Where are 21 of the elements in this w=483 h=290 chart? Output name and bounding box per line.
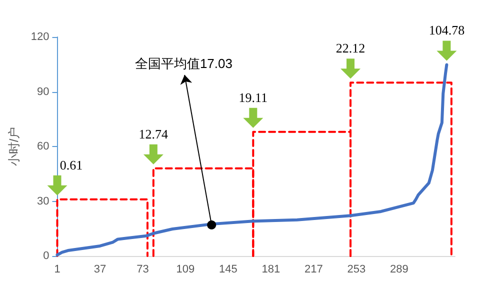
- y-tick-label: 90: [37, 86, 50, 98]
- x-tick-label: 145: [219, 264, 238, 276]
- x-tick-label: 181: [262, 264, 280, 276]
- x-tick-label: 217: [304, 264, 323, 276]
- y-tick-label: 60: [37, 140, 50, 152]
- annotation: 0.61: [60, 157, 83, 172]
- x-tick-label: 37: [94, 264, 106, 276]
- x-tick-label: 253: [347, 264, 366, 276]
- annotation: 全国平均值17.03: [134, 56, 232, 71]
- y-tick-label: 0: [43, 250, 50, 262]
- annotation: 19.11: [238, 90, 268, 105]
- y-tick-label: 30: [37, 195, 50, 208]
- x-tick-label: 1: [54, 264, 60, 276]
- annotation: 12.74: [138, 126, 169, 142]
- annotation: 22.12: [336, 40, 366, 56]
- x-tick-label: 289: [390, 264, 408, 276]
- annotation: 104.78: [428, 22, 465, 38]
- y-tick-label: 120: [30, 31, 50, 43]
- x-tick-label: 73: [136, 264, 149, 276]
- y-axis-title: 小时/户: [7, 126, 21, 166]
- x-tick-label: 109: [176, 264, 195, 276]
